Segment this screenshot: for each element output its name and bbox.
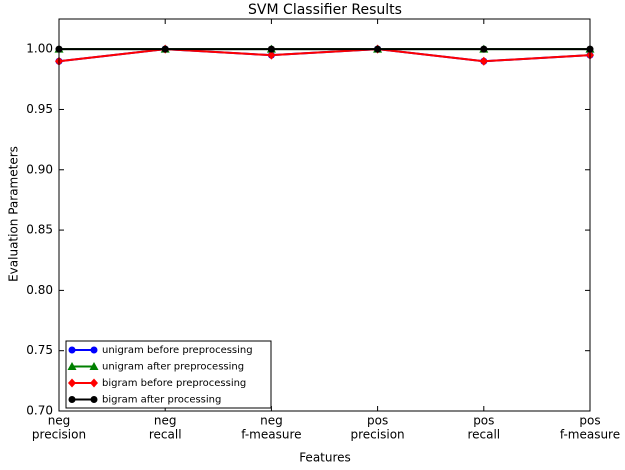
y-tick-label: 0.70 (26, 404, 53, 418)
x-tick-label: recall (149, 428, 182, 442)
y-tick-label: 1.00 (26, 42, 53, 56)
x-tick-label: precision (351, 428, 405, 442)
legend-label: bigram before preprocessing (102, 378, 246, 389)
marker (68, 378, 76, 388)
legend-label: unigram before preprocessing (102, 345, 253, 356)
y-tick-label: 0.75 (26, 343, 53, 357)
legend-label: bigram after processing (102, 395, 221, 406)
x-tick-label: pos (473, 414, 494, 428)
marker (161, 45, 169, 53)
legend-label: unigram after preprocessing (102, 362, 244, 373)
marker (479, 56, 488, 66)
y-tick-label: 0.95 (26, 102, 53, 116)
x-axis-label: Features (299, 451, 351, 465)
y-tick-label: 0.90 (26, 162, 53, 176)
marker (89, 362, 99, 370)
plot-frame (58, 18, 591, 412)
y-tick-label: 0.80 (26, 283, 53, 297)
x-tick-label: neg (154, 414, 177, 428)
marker (267, 45, 275, 53)
marker (68, 346, 76, 354)
marker (480, 45, 488, 53)
x-tick-label: recall (467, 428, 500, 442)
x-tick-label: precision (32, 428, 86, 442)
series-line (58, 48, 591, 63)
x-tick-label: pos (579, 414, 600, 428)
legend-frame (65, 340, 272, 409)
marker (67, 362, 77, 370)
marker (90, 378, 98, 388)
y-axis-label: Evaluation Parameters (7, 146, 21, 282)
x-tick-label: pos (367, 414, 388, 428)
legend: unigram before preprocessing unigram afte… (65, 340, 272, 409)
x-tick-label: neg (48, 414, 71, 428)
marker (374, 45, 382, 53)
marker (267, 50, 276, 60)
marker (90, 396, 98, 403)
chart-title: SVM Classifier Results (248, 2, 402, 18)
y-tick-label: 0.85 (26, 223, 53, 237)
x-tick-label: neg (260, 414, 283, 428)
x-tick-label: f-measure (241, 428, 301, 442)
marker (68, 396, 76, 403)
x-tick-label: f-measure (560, 428, 620, 442)
marker (90, 346, 98, 354)
